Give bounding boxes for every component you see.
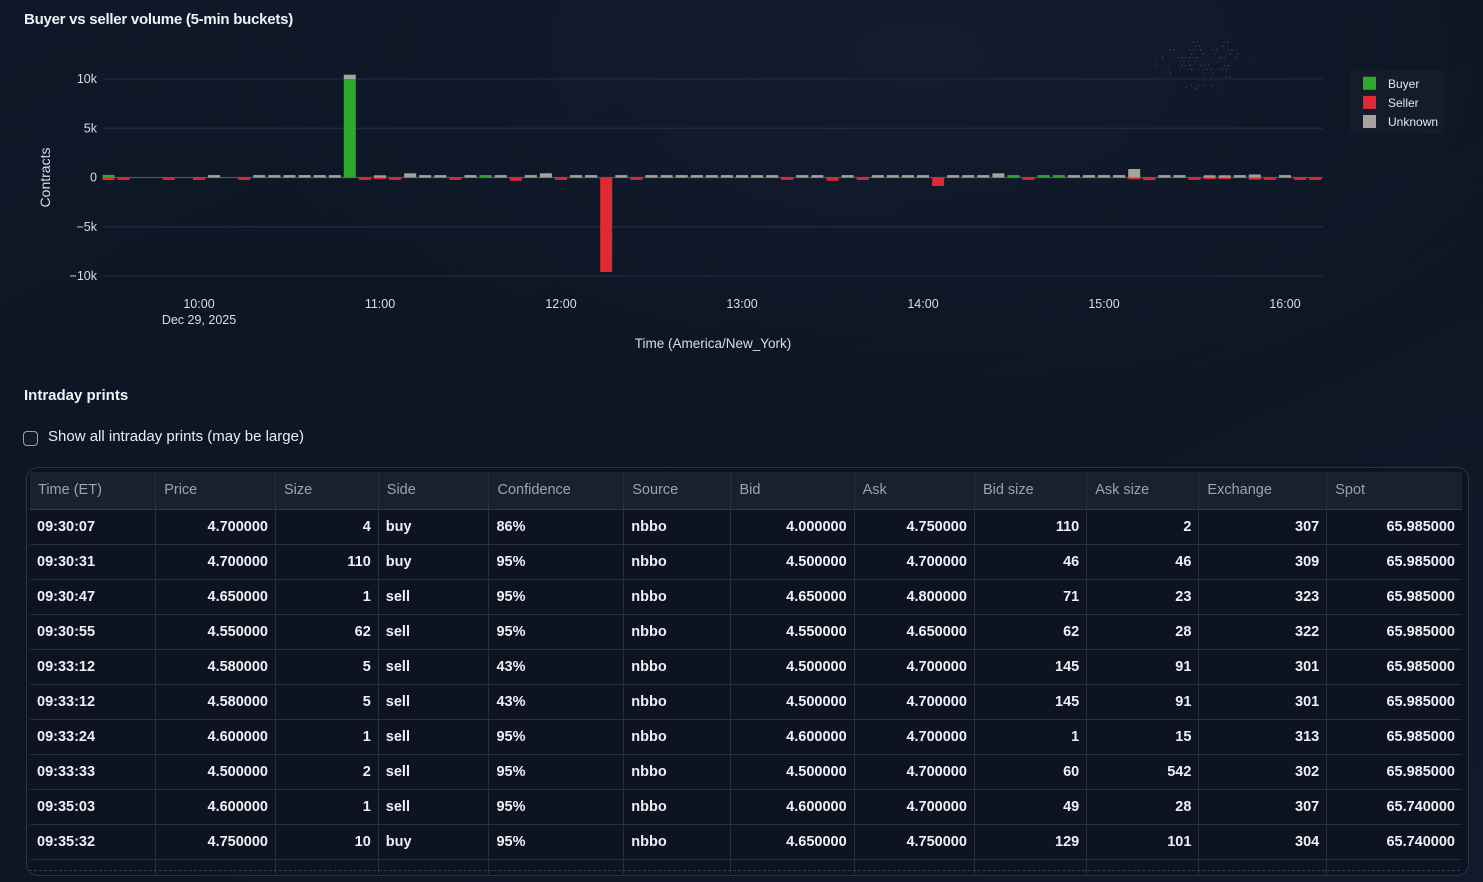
svg-text:14:00: 14:00 bbox=[907, 297, 938, 311]
svg-text:Buyer: Buyer bbox=[1388, 77, 1419, 91]
svg-text:Dec 29, 2025: Dec 29, 2025 bbox=[162, 313, 236, 327]
svg-text:15:00: 15:00 bbox=[1088, 297, 1119, 311]
svg-text:11:00: 11:00 bbox=[365, 297, 395, 311]
svg-text:10:00: 10:00 bbox=[183, 297, 214, 311]
svg-text:Unknown: Unknown bbox=[1388, 115, 1438, 129]
svg-text:−5k: −5k bbox=[76, 220, 97, 234]
svg-text:0: 0 bbox=[90, 171, 97, 185]
svg-text:Time (America/New_York): Time (America/New_York) bbox=[635, 336, 792, 351]
svg-text:16:00: 16:00 bbox=[1269, 297, 1300, 311]
svg-text:Contracts: Contracts bbox=[37, 148, 53, 208]
svg-text:10k: 10k bbox=[77, 72, 98, 86]
svg-text:Seller: Seller bbox=[1388, 96, 1419, 110]
svg-text:−10k: −10k bbox=[70, 269, 98, 283]
svg-text:13:00: 13:00 bbox=[726, 297, 757, 311]
svg-text:5k: 5k bbox=[84, 121, 98, 135]
svg-text:12:00: 12:00 bbox=[545, 297, 576, 311]
